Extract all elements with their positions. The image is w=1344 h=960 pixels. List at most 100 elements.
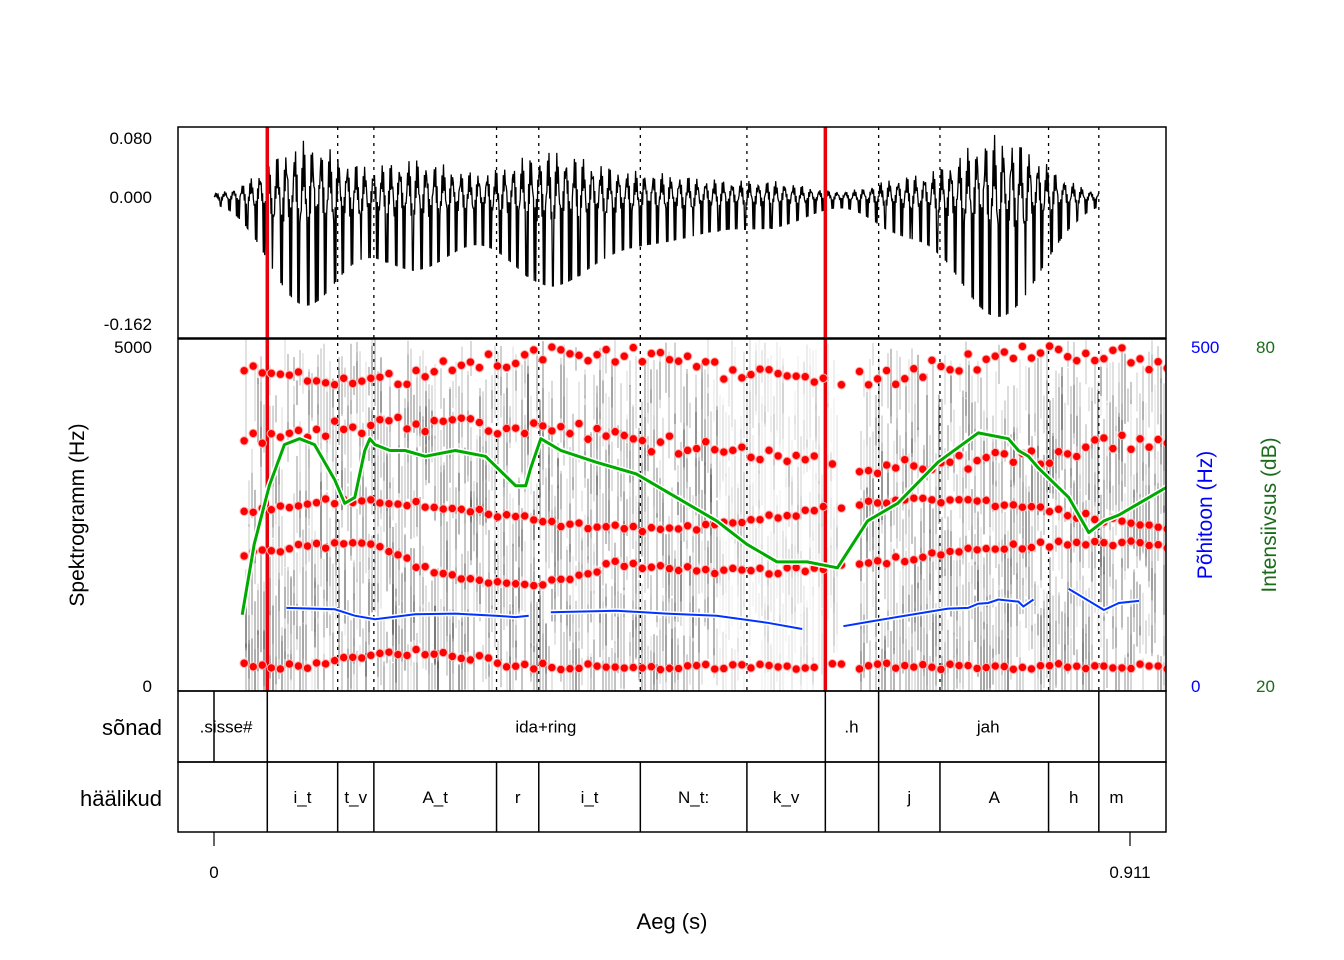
formant-point — [936, 664, 946, 675]
formant-point — [1026, 664, 1037, 674]
spectrogram-striation — [581, 540, 583, 649]
spectrogram-striation — [479, 396, 481, 419]
spectrogram-striation — [833, 563, 835, 653]
spectrogram-striation — [530, 601, 532, 677]
spectrogram-striation — [923, 655, 925, 691]
spectrogram-striation — [947, 619, 949, 674]
spectrogram-striation — [1040, 355, 1042, 419]
spectrogram-striation — [695, 411, 697, 448]
spectrogram-striation — [494, 456, 496, 557]
spectrogram-striation — [560, 580, 562, 682]
spectrogram-striation — [779, 653, 781, 691]
formant-point — [375, 541, 385, 552]
spectrogram-striation — [389, 503, 391, 529]
spectrogram-striation — [998, 564, 1000, 590]
formant-point — [746, 369, 756, 380]
spectrogram-striation — [602, 660, 604, 691]
formant-point — [1072, 661, 1082, 671]
spectrogram-striation — [566, 601, 568, 666]
spectrogram-striation — [1022, 527, 1024, 586]
spectrogram-striation — [545, 467, 547, 562]
formant-point — [1135, 659, 1145, 669]
spectrogram-striation — [662, 502, 664, 589]
spectrogram-striation — [596, 475, 598, 566]
formant-point — [239, 506, 249, 517]
spectrogram-striation — [299, 471, 301, 574]
formant-point — [673, 663, 684, 674]
formant-point — [510, 511, 521, 522]
spectrogram-striation — [1073, 360, 1075, 438]
spectrogram-striation — [578, 612, 580, 641]
spectrogram-striation — [818, 415, 820, 484]
formant-point — [239, 658, 249, 668]
spectrogram-striation — [311, 658, 313, 691]
spectrogram-striation — [314, 563, 316, 589]
spectrogram-striation — [299, 666, 301, 691]
spectrogram-striation — [413, 594, 415, 640]
spectrogram-striation — [722, 404, 724, 483]
spectrogram-striation — [290, 578, 292, 681]
formant-point — [357, 496, 367, 506]
phone-label: m — [1109, 788, 1123, 807]
spectrogram-striation — [1028, 485, 1030, 554]
formant-point — [691, 362, 702, 372]
formant-point — [972, 455, 982, 466]
spectrogram-striation — [374, 551, 376, 597]
spectrogram-striation — [347, 380, 349, 484]
spectrogram-striation — [443, 504, 445, 612]
spectrogram-striation — [635, 606, 637, 628]
spectrogram-striation — [281, 635, 283, 691]
waveform-trace — [213, 134, 1100, 317]
spectrogram-striation — [362, 628, 364, 653]
spectrogram-striation — [422, 416, 424, 459]
spectrogram-striation — [296, 455, 298, 507]
spectrogram-striation — [401, 571, 403, 601]
phone-label: h — [1069, 788, 1078, 807]
spectrogram-striation — [782, 518, 784, 567]
formant-point — [972, 365, 982, 375]
formant-point — [438, 416, 448, 427]
spectrogram-striation — [737, 637, 739, 681]
spectrogram-striation — [893, 548, 895, 654]
formant-point — [266, 663, 277, 673]
spectrogram-striation — [341, 383, 343, 415]
spectrogram-striation — [866, 389, 868, 446]
spectrogram-striation — [833, 397, 835, 458]
spectrogram-striation — [602, 587, 604, 691]
spectrogram-striation — [782, 603, 784, 691]
spectrogram-striation — [410, 383, 412, 433]
spectrogram-striation — [620, 593, 622, 689]
spectrogram-striation — [959, 612, 961, 691]
spectrogram-striation — [365, 641, 367, 691]
spectrogram-striation — [527, 468, 529, 519]
spectrogram-striation — [749, 566, 751, 647]
spectrogram-striation — [263, 581, 265, 632]
spectrogram-striation — [758, 470, 760, 528]
formant-point — [972, 496, 982, 506]
formant-point — [574, 418, 584, 429]
spectrogram-striation — [875, 417, 877, 471]
spectrogram-striation — [863, 439, 865, 536]
formant-point — [320, 543, 331, 553]
spectrogram-striation — [644, 599, 646, 691]
spectrogram-striation — [707, 596, 709, 659]
spectrogram-striation — [515, 370, 517, 391]
spectrogram-striation — [329, 613, 331, 636]
formant-point — [311, 538, 322, 549]
spectrogram-striation — [1106, 361, 1108, 401]
spectrogram-striation — [329, 615, 331, 666]
spectrogram-striation — [1097, 606, 1099, 634]
formant-point — [854, 500, 865, 510]
spectrogram-striation — [428, 602, 430, 691]
spectrogram-striation — [1139, 393, 1141, 497]
spectrogram-striation — [422, 350, 424, 422]
formant-point — [492, 658, 503, 668]
spectrogram-striation — [344, 570, 346, 616]
spectrogram-striation — [764, 412, 766, 517]
spectrogram-striation — [968, 581, 970, 668]
spectrogram-striation — [653, 429, 655, 529]
spectrogram-striation — [1142, 365, 1144, 421]
spectrogram-striation — [395, 601, 397, 639]
formant-point — [945, 659, 955, 669]
spectrogram-striation — [278, 457, 280, 485]
